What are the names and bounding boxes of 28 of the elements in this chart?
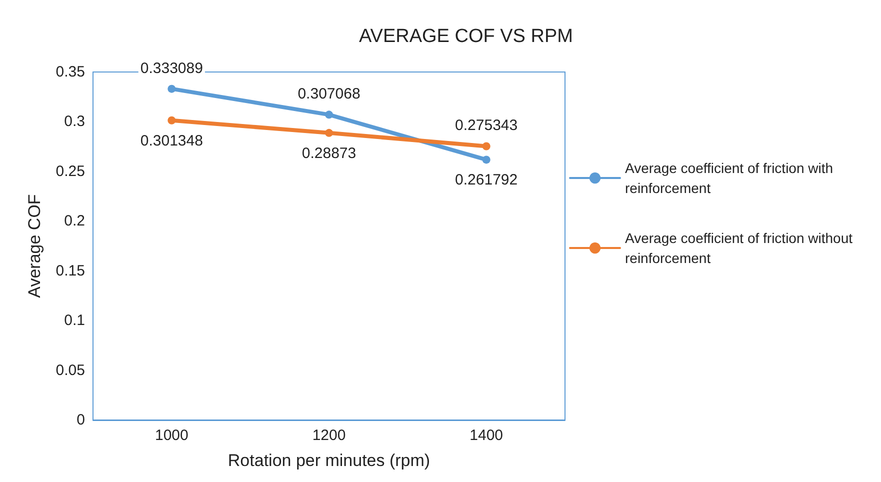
y-tick-label: 0.25 [56,162,85,180]
x-tick-label: 1000 [154,427,188,444]
y-tick-label: 0.3 [64,113,85,130]
y-axis-title: Average COF [25,194,44,298]
x-tick-label: 1200 [312,427,346,444]
y-tick-label: 0.05 [56,362,85,379]
y-tick-label: 0 [76,412,85,428]
point [325,128,333,137]
y-tick-label: 0.35 [56,64,85,80]
data-label: 0.261792 [455,172,518,189]
data-label: 0.301348 [140,132,203,150]
point [168,116,176,124]
point [325,110,333,119]
x-axis-title: Rotation per minutes (rpm) [228,451,430,470]
legend-label: Average coefficient of friction with reinforcement [625,160,837,196]
x-tick-label: 1400 [470,427,504,444]
y-tick-label: 0.2 [64,212,85,230]
chart-title: AVERAGE COF VS RPM [359,26,573,47]
legend-label: Average coefficient of friction without reinforcement [625,230,856,266]
point [482,156,490,164]
data-label: 0.28873 [302,144,356,162]
y-tick-label: 0.15 [56,262,85,280]
data-label: 0.333089 [140,60,203,77]
point [482,142,490,150]
data-label: 0.275343 [455,117,518,134]
point [168,84,176,93]
y-tick-label: 0.1 [64,312,85,330]
data-label: 0.307068 [298,86,360,103]
